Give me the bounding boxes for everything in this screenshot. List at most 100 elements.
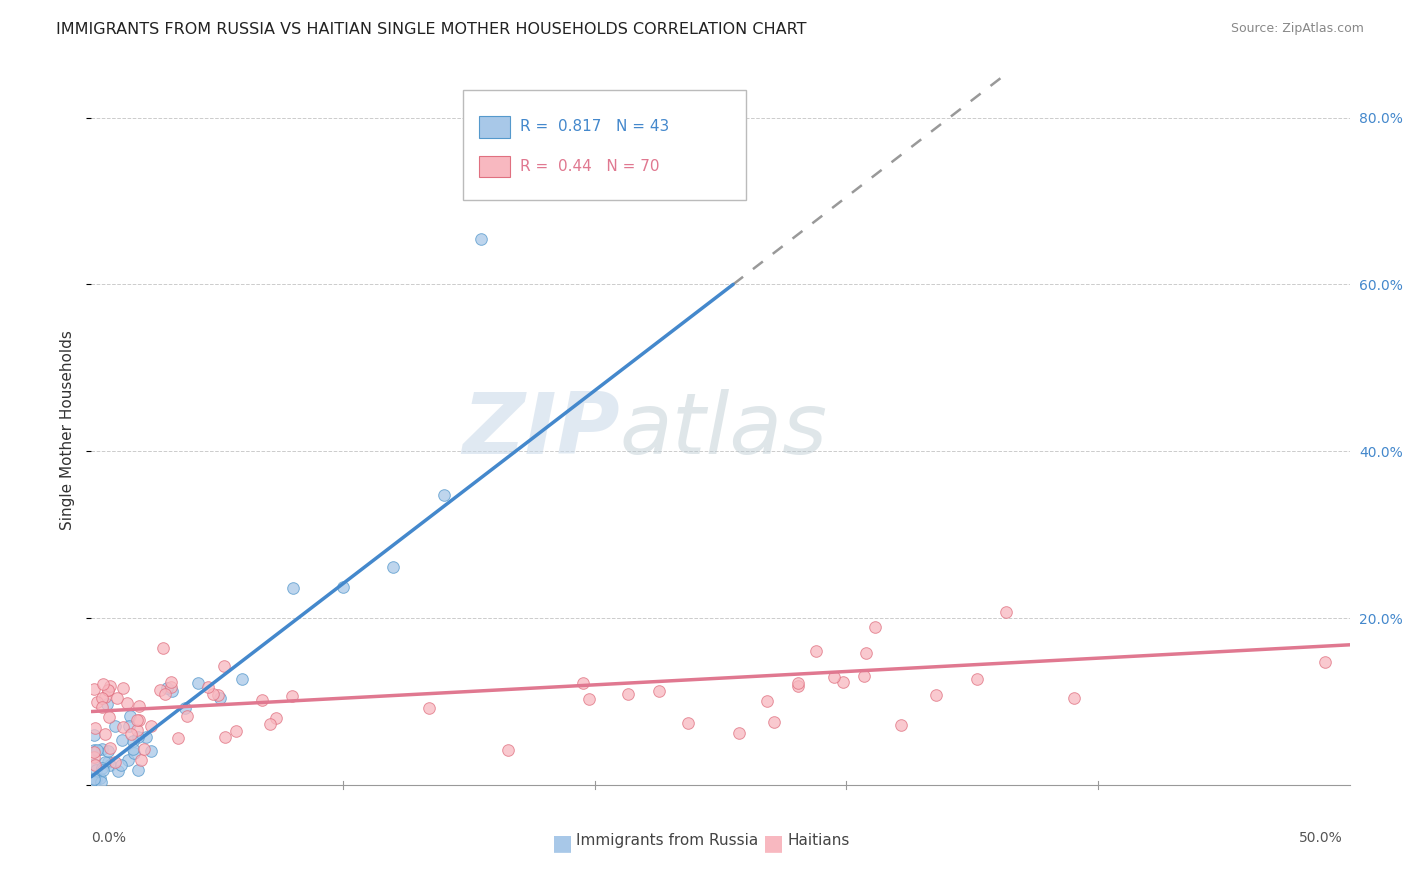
Point <box>209 690 232 705</box>
Text: ZIP: ZIP <box>463 389 620 472</box>
Point <box>139 719 162 733</box>
Point <box>129 753 152 767</box>
Point <box>83 758 105 772</box>
Point <box>755 693 778 707</box>
Point <box>149 683 172 698</box>
Point <box>111 681 134 695</box>
Point <box>96 697 118 711</box>
Point <box>470 231 492 245</box>
FancyBboxPatch shape <box>463 90 745 200</box>
Point <box>104 718 127 732</box>
Point <box>214 731 236 745</box>
Point <box>104 755 127 769</box>
Point <box>86 695 108 709</box>
Point <box>132 742 155 756</box>
Point <box>139 744 162 758</box>
Point <box>418 701 440 715</box>
Point <box>97 683 120 698</box>
Point <box>496 743 519 757</box>
Point <box>97 682 120 697</box>
Point <box>787 679 810 693</box>
Point <box>207 688 229 702</box>
Point <box>117 753 139 767</box>
Point <box>578 691 600 706</box>
Bar <box>479 156 510 178</box>
Point <box>110 757 132 772</box>
Point <box>804 644 827 658</box>
Point <box>225 723 247 738</box>
Point <box>107 691 129 706</box>
Point <box>176 709 198 723</box>
Point <box>91 761 114 775</box>
Point <box>122 734 145 748</box>
Point <box>90 691 112 706</box>
Point <box>231 672 253 686</box>
Point <box>122 746 145 760</box>
Point <box>120 709 142 723</box>
Point <box>197 680 219 694</box>
Point <box>762 715 785 730</box>
Point <box>90 741 112 756</box>
Point <box>97 755 120 769</box>
Point <box>107 764 129 778</box>
Text: 0.0%: 0.0% <box>91 831 127 846</box>
Point <box>128 698 150 713</box>
Point <box>127 714 149 728</box>
Point <box>1063 690 1085 705</box>
Point <box>250 693 273 707</box>
Text: Source: ZipAtlas.com: Source: ZipAtlas.com <box>1230 22 1364 36</box>
Text: Haitians: Haitians <box>787 833 849 847</box>
Point <box>83 772 105 787</box>
Point <box>127 764 149 778</box>
Point <box>83 681 105 696</box>
Point <box>111 733 134 747</box>
Point <box>648 683 671 698</box>
Point <box>925 688 948 702</box>
Point <box>91 764 114 778</box>
Point <box>155 687 177 701</box>
Point <box>118 718 141 732</box>
Point <box>162 683 184 698</box>
Point <box>98 741 121 756</box>
Point <box>160 674 183 689</box>
Point <box>433 488 456 502</box>
Point <box>83 743 105 757</box>
Bar <box>479 116 510 137</box>
Point <box>264 711 287 725</box>
Point <box>281 689 304 703</box>
Point <box>1313 655 1336 669</box>
Point <box>617 687 640 701</box>
Text: R =  0.44   N = 70: R = 0.44 N = 70 <box>520 159 659 174</box>
Point <box>823 670 845 684</box>
Point <box>855 646 877 660</box>
Text: atlas: atlas <box>620 389 828 472</box>
Point <box>212 659 235 673</box>
Point <box>86 743 108 757</box>
Point <box>152 640 174 655</box>
Point <box>91 699 114 714</box>
Point <box>863 620 886 634</box>
Text: 50.0%: 50.0% <box>1299 831 1343 846</box>
Point <box>966 672 988 686</box>
Point <box>156 681 179 695</box>
Point <box>571 676 593 690</box>
Point <box>174 701 197 715</box>
Point <box>382 560 405 574</box>
Point <box>100 679 122 693</box>
Point <box>97 743 120 757</box>
Y-axis label: Single Mother Households: Single Mother Households <box>59 330 75 531</box>
Text: IMMIGRANTS FROM RUSSIA VS HAITIAN SINGLE MOTHER HOUSEHOLDS CORRELATION CHART: IMMIGRANTS FROM RUSSIA VS HAITIAN SINGLE… <box>56 22 807 37</box>
Point <box>678 715 700 730</box>
Point <box>120 727 142 741</box>
Point <box>89 771 111 785</box>
Point <box>187 676 209 690</box>
Point <box>202 687 225 701</box>
Point <box>853 669 876 683</box>
Point <box>94 755 117 769</box>
Point <box>128 713 150 727</box>
Point <box>167 731 190 745</box>
Point <box>86 763 108 777</box>
Point <box>84 772 107 786</box>
Point <box>122 742 145 756</box>
Point <box>727 725 749 739</box>
